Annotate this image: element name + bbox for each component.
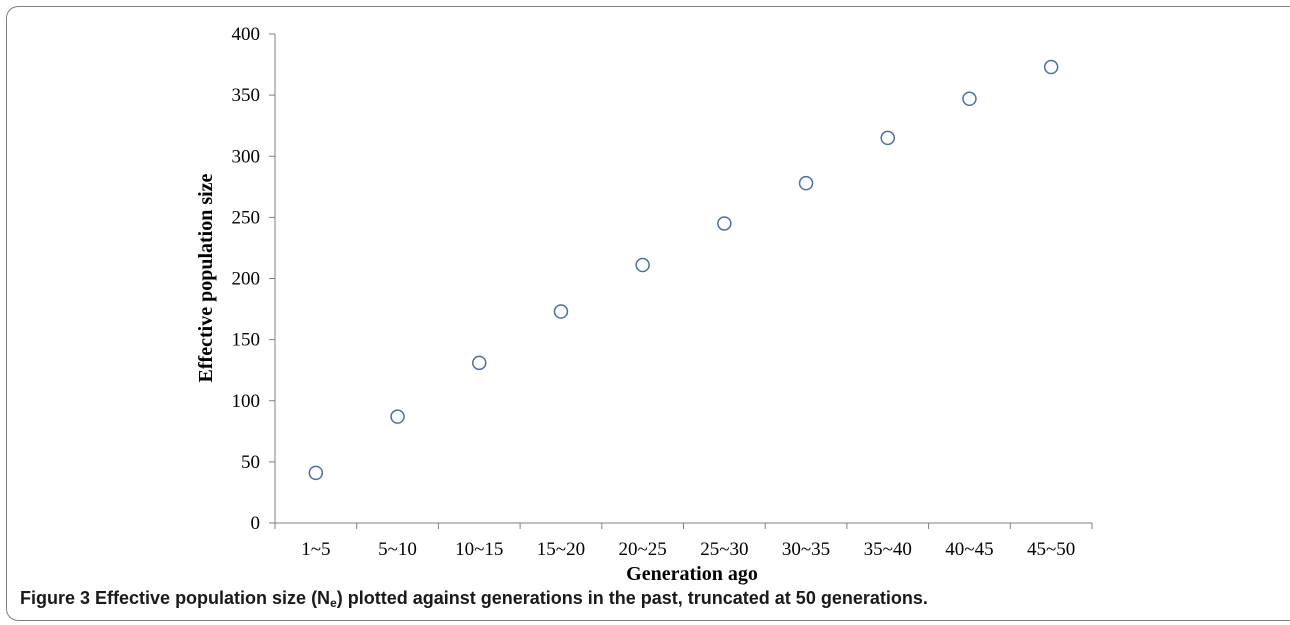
x-tick-label: 25~30	[700, 539, 748, 560]
y-tick-label: 50	[241, 452, 260, 473]
x-tick-label: 45~50	[1027, 539, 1075, 560]
x-tick-label: 5~10	[378, 539, 417, 560]
figure-frame	[6, 6, 1290, 621]
y-tick-label: 300	[232, 146, 261, 167]
data-point	[1043, 59, 1059, 75]
y-axis: 0 50 100 150 200 250 300 350 400	[232, 24, 276, 534]
x-tick-label: 1~5	[301, 539, 330, 560]
data-point	[798, 175, 814, 191]
x-tick-label: 15~20	[537, 539, 585, 560]
y-tick-label: 250	[232, 207, 261, 228]
data-points	[308, 59, 1059, 481]
caption-text: Effective population size (Ne) plotted a…	[95, 588, 928, 610]
data-point	[962, 91, 977, 107]
data-point	[635, 257, 650, 273]
x-tick-label: 35~40	[864, 539, 912, 560]
data-point	[880, 130, 895, 146]
y-tick-label: 0	[251, 513, 261, 534]
y-axis-title: Effective population size	[195, 173, 217, 382]
caption-text-after: ) plotted against generations in the pas…	[336, 588, 928, 608]
data-point	[308, 465, 324, 481]
x-tick-label: 30~35	[782, 539, 830, 560]
caption-label: Figure 3	[20, 588, 91, 608]
x-axis-title: Generation ago	[626, 563, 758, 585]
y-tick-label: 400	[232, 24, 261, 45]
y-tick-label: 200	[232, 269, 261, 290]
data-point	[717, 216, 732, 231]
caption-subscript: e	[330, 596, 337, 610]
x-tick-label: 10~15	[455, 539, 503, 560]
figure-caption: Figure 3 Effective population size (Ne) …	[20, 588, 1280, 610]
y-tick-label: 350	[232, 85, 261, 106]
data-point	[553, 304, 569, 319]
data-point	[472, 355, 487, 371]
data-point	[390, 409, 405, 424]
x-tick-label: 20~25	[619, 539, 667, 560]
y-tick-label: 100	[232, 391, 261, 412]
caption-text-before: Effective population size (N	[95, 588, 331, 608]
scatter-chart: 0 50 100 150 200 250 300 350 400 1~5 5~10 10~15 15~…	[195, 24, 1093, 585]
x-axis: 1~5 5~10 10~15 15~20 20~25 25~30 30~35 35~40 40~…	[274, 522, 1093, 560]
x-tick-label: 40~45	[945, 539, 993, 560]
y-tick-label: 150	[232, 330, 261, 351]
